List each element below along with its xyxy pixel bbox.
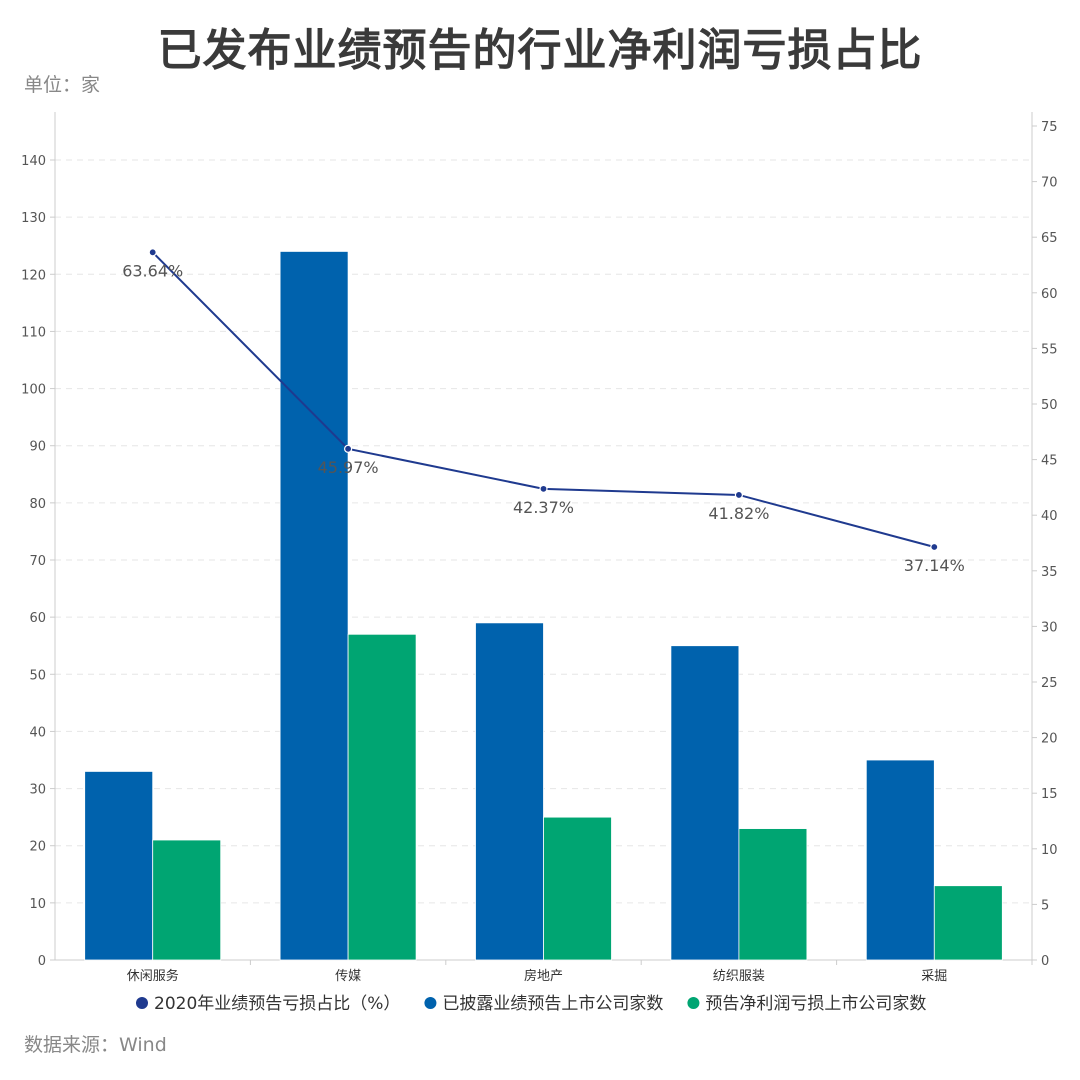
left-tick-label: 40 xyxy=(29,725,46,740)
legend-label: 已披露业绩预告上市公司家数 xyxy=(442,994,663,1014)
right-tick-label: 0 xyxy=(1041,954,1049,969)
category-label: 房地产 xyxy=(524,968,563,984)
loss-ratio-point xyxy=(734,490,744,500)
left-tick-label: 10 xyxy=(29,897,46,912)
loss-ratio-label: 63.64% xyxy=(122,261,183,280)
left-tick-label: 140 xyxy=(21,154,46,169)
right-tick-label: 50 xyxy=(1041,398,1058,413)
left-tick-label: 30 xyxy=(29,783,46,798)
bar-loss-count xyxy=(933,885,1003,961)
line-series xyxy=(148,248,939,552)
right-tick-label: 10 xyxy=(1041,843,1058,858)
loss-ratio-point xyxy=(148,248,157,257)
legend: 2020年业绩预告亏损占比（%） 已披露业绩预告上市公司家数 预告净利润亏损上市公司… xyxy=(136,994,926,1014)
legend-marker xyxy=(136,997,148,1009)
left-tick-label: 70 xyxy=(29,554,46,569)
right-tick-label: 60 xyxy=(1041,287,1058,302)
right-tick-label: 35 xyxy=(1041,565,1058,580)
legend-group: 2020年业绩预告亏损占比（%） 已披露业绩预告上市公司家数 预告净利润亏损上市公司… xyxy=(136,994,926,1014)
bar-disclosed-count xyxy=(865,759,935,961)
bar-loss-count xyxy=(152,839,222,961)
data-labels: 63.64% 45.97% 42.37% 41.82% 37.14% xyxy=(122,261,965,575)
bar-disclosed-count xyxy=(84,771,154,961)
right-tick-label: 70 xyxy=(1041,176,1058,191)
right-tick-label: 40 xyxy=(1041,509,1058,524)
right-tick-label: 45 xyxy=(1041,454,1058,469)
unit-label: 单位：家 xyxy=(24,74,101,96)
loss-ratio-point xyxy=(344,444,353,453)
bar-disclosed-count xyxy=(279,251,349,961)
left-tick-label: 120 xyxy=(21,268,46,283)
legend-marker xyxy=(424,997,437,1009)
loss-ratio-label: 42.37% xyxy=(513,498,574,517)
category-label: 传媒 xyxy=(335,969,361,984)
left-tick-label: 110 xyxy=(21,325,46,340)
right-tick-label: 20 xyxy=(1041,732,1058,747)
right-tick-label: 30 xyxy=(1041,620,1058,635)
right-tick-label: 75 xyxy=(1041,120,1058,135)
left-tick-label: 130 xyxy=(21,211,46,226)
right-tick-label: 25 xyxy=(1041,676,1058,691)
left-tick-label: 0 xyxy=(38,954,46,969)
left-tick-label: 80 xyxy=(29,497,46,512)
chart-title: 已发布业绩预告的行业净利润亏损占比 xyxy=(157,25,923,76)
legend-marker xyxy=(687,997,700,1009)
left-tick-label: 90 xyxy=(29,440,46,455)
loss-ratio-label: 41.82% xyxy=(708,504,769,523)
bar-disclosed-count xyxy=(475,622,544,961)
legend-label: 2020年业绩预告亏损占比（%） xyxy=(154,994,400,1014)
left-tick-label: 20 xyxy=(29,840,46,855)
source-label: 数据来源：Wind xyxy=(24,1034,167,1056)
legend-label: 预告净利润亏损上市公司家数 xyxy=(705,994,926,1014)
left-tick-label: 50 xyxy=(29,668,46,683)
bar-loss-count xyxy=(347,633,417,961)
category-label: 纺织服装 xyxy=(713,969,765,984)
right-tick-label: 55 xyxy=(1041,342,1058,357)
loss-ratio-point xyxy=(930,542,939,552)
loss-ratio-label: 37.14% xyxy=(904,556,965,575)
loss-ratio-label: 45.97% xyxy=(318,458,379,477)
category-label: 休闲服务 xyxy=(127,968,179,984)
left-tick-label: 60 xyxy=(29,611,46,626)
right-tick-label: 65 xyxy=(1041,231,1058,246)
bar-disclosed-count xyxy=(670,645,740,961)
bar-loss-count xyxy=(738,828,808,961)
category-label: 采掘 xyxy=(921,969,947,984)
right-tick-label: 15 xyxy=(1041,787,1058,802)
left-tick-label: 100 xyxy=(21,383,46,398)
loss-ratio-point xyxy=(539,484,548,493)
right-tick-label: 5 xyxy=(1041,898,1049,913)
bar-loss-count xyxy=(543,816,612,961)
bars xyxy=(84,251,1003,961)
